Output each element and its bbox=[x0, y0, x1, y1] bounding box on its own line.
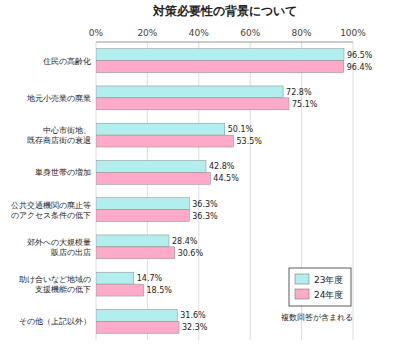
tick-label: 20% bbox=[137, 28, 157, 38]
bars bbox=[96, 49, 344, 334]
labels: 住民の高齢化 96.5% 96.4% 地元小売業の廃業 72.8% 75.1% 中心市街地、… bbox=[11, 51, 373, 333]
data-label: 42.8% bbox=[209, 162, 235, 171]
grid-line bbox=[353, 42, 354, 340]
data-label: 44.5% bbox=[213, 174, 239, 183]
data-label: 53.5% bbox=[236, 137, 262, 146]
bar bbox=[96, 123, 225, 135]
data-label: 96.5% bbox=[347, 51, 373, 60]
tick-label: 100% bbox=[340, 28, 366, 38]
bar bbox=[96, 210, 189, 222]
data-label: 96.4% bbox=[347, 63, 373, 72]
legend-swatch bbox=[295, 289, 309, 299]
data-label: 75.1% bbox=[292, 100, 318, 109]
data-label: 30.6% bbox=[178, 249, 204, 258]
data-label: 36.3% bbox=[192, 200, 218, 209]
category-label: 地元小売業の廃業 bbox=[26, 94, 91, 103]
bar bbox=[96, 247, 175, 259]
footnote: 複数回答が含まれる bbox=[281, 313, 353, 322]
bar bbox=[96, 309, 177, 321]
tick-label: 0% bbox=[89, 28, 104, 38]
bar bbox=[96, 86, 283, 98]
data-label: 32.3% bbox=[182, 323, 208, 332]
bar bbox=[96, 135, 233, 147]
title: 対策必要性の背景について bbox=[152, 4, 297, 18]
category-label: 中心市街地、既存商店街の衰退 bbox=[27, 126, 91, 145]
bar bbox=[96, 61, 344, 73]
grid bbox=[96, 42, 353, 340]
bar bbox=[96, 49, 344, 61]
data-label: 72.8% bbox=[286, 88, 312, 97]
data-label: 31.6% bbox=[180, 311, 206, 320]
category-label: その他（上記以外） bbox=[19, 317, 91, 326]
tick-label: 60% bbox=[240, 28, 260, 38]
data-label: 36.3% bbox=[192, 212, 218, 221]
category-label: 住民の高齢化 bbox=[43, 57, 91, 66]
bar bbox=[96, 160, 206, 172]
tick-label: 80% bbox=[292, 28, 312, 38]
tick-label: 40% bbox=[189, 28, 209, 38]
legend: 23年度 24年度 bbox=[289, 268, 351, 306]
category-label: 郊外への大規模量販店の出店 bbox=[27, 238, 91, 257]
legend-box bbox=[289, 268, 351, 306]
bar bbox=[96, 198, 189, 210]
category-label: 単身世帯の増加 bbox=[35, 168, 91, 177]
legend-label: 23年度 bbox=[314, 275, 343, 285]
bar bbox=[96, 98, 289, 110]
data-label: 50.1% bbox=[228, 125, 254, 134]
bar bbox=[96, 235, 169, 247]
data-label: 28.4% bbox=[172, 237, 198, 246]
legend-swatch bbox=[295, 274, 309, 284]
bar bbox=[96, 172, 210, 184]
bar bbox=[96, 321, 179, 333]
bar bbox=[96, 284, 144, 296]
data-label: 18.5% bbox=[147, 286, 173, 295]
chart: 対策必要性の背景について 0% 20% 40% 60% 80% 100% 住民の高齢化 96.5… bbox=[0, 0, 393, 356]
legend-label: 24年度 bbox=[314, 290, 343, 300]
category-label: 公共交通機関の廃止等のアクセス条件の低下 bbox=[11, 201, 91, 220]
bar bbox=[96, 272, 134, 284]
x-axis bbox=[96, 42, 353, 43]
data-label: 14.7% bbox=[137, 274, 163, 283]
category-label: 助け合いなど地域の支援機能の低下 bbox=[19, 275, 91, 294]
